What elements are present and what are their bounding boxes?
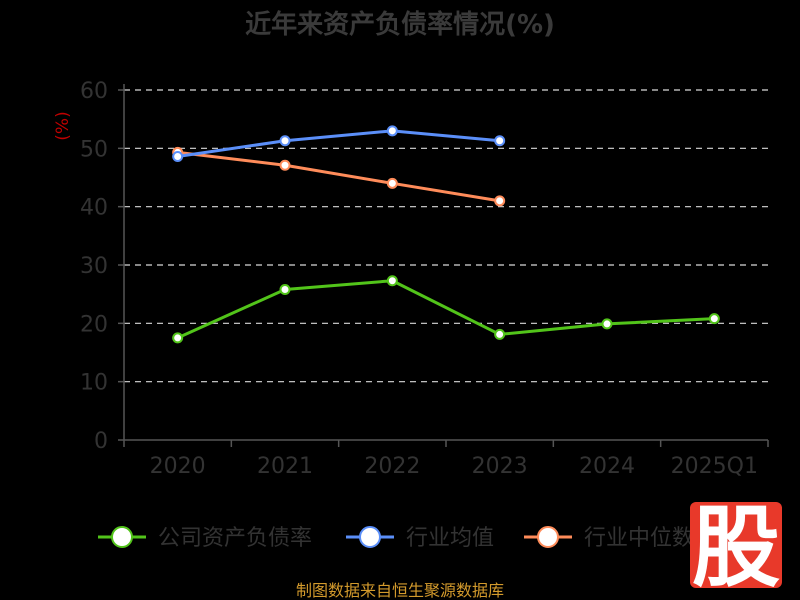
y-tick-label: 30 [80,254,108,279]
series-line [177,129,500,158]
legend-label: 公司资产负债率 [158,526,312,551]
data-point[interactable] [494,328,506,340]
x-tick-label: 2020 [150,454,206,479]
legend-circle-marker [359,526,381,548]
watermark-background [690,502,782,588]
x-tick-label: 2022 [364,454,420,479]
data-point[interactable] [386,177,398,189]
data-point[interactable] [279,284,291,295]
legend[interactable]: 公司资产负债率 行业均值 行业中位数 [98,526,694,551]
legend-circle-marker [111,526,133,548]
y-tick-label: 10 [80,371,108,396]
data-point[interactable] [601,318,613,330]
y-tick-labels: 0 10 20 30 40 50 60 [80,79,108,454]
y-axis-label: (%) [53,111,73,140]
x-tick-label: 2023 [472,454,528,479]
source-note: 制图数据来自恒生聚源数据库 [296,581,504,600]
legend-item[interactable]: 行业中位数 [524,526,694,551]
y-tick-label: 60 [80,79,108,104]
y-tick-label: 40 [80,196,108,221]
x-tick-labels: 2020 2021 2022 2023 2024 2025Q1 [150,454,758,479]
grid-lines [124,89,768,383]
x-tick-label: 2021 [257,454,313,479]
data-point[interactable] [494,135,506,147]
series-2 [172,146,506,207]
watermark-glyph: 股 [692,496,780,599]
legend-item[interactable]: 公司资产负债率 [98,526,312,551]
series-lines [172,125,720,344]
data-point[interactable] [279,159,291,171]
data-point[interactable] [172,332,184,344]
y-tick-label: 0 [94,429,108,454]
y-tick-label: 20 [80,312,108,337]
watermark-logo: 股 [690,496,782,599]
data-point[interactable] [494,195,506,207]
series-line [177,150,500,203]
data-point[interactable] [708,313,720,325]
legend-item[interactable]: 行业均值 [346,526,494,551]
series-line [177,279,715,340]
chart-title: 近年来资产负债率情况(%) [245,9,555,40]
legend-label: 行业中位数 [584,526,694,551]
data-point[interactable] [172,151,184,162]
series-0 [172,275,720,344]
y-tick-label: 50 [80,137,108,162]
legend-circle-marker [537,526,559,548]
data-point[interactable] [386,125,398,137]
axes [118,84,769,447]
legend-label: 行业均值 [406,526,494,551]
x-tick-label: 2025Q1 [671,454,758,479]
series-1 [172,125,506,162]
data-point[interactable] [279,135,291,147]
x-tick-label: 2024 [579,454,635,479]
data-point[interactable] [386,275,398,287]
